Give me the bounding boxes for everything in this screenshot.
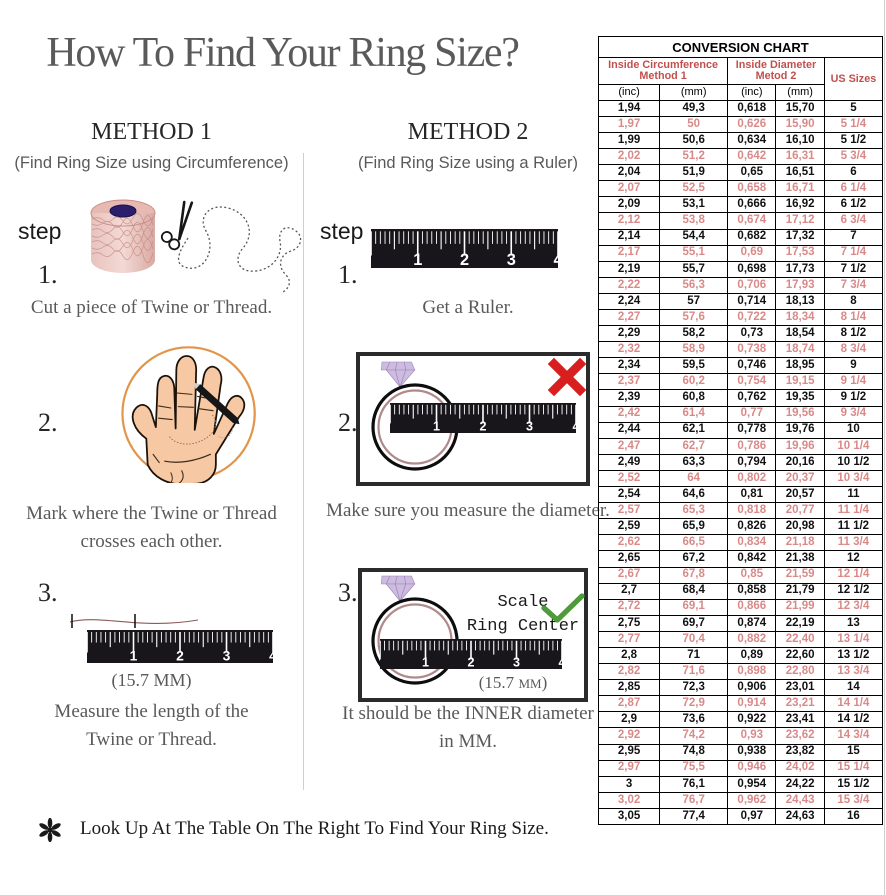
svg-text:2: 2: [176, 647, 184, 663]
svg-text:Ring Center: Ring Center: [467, 617, 579, 636]
svg-text:3: 3: [513, 656, 520, 669]
svg-text:4: 4: [269, 647, 273, 663]
svg-text:3: 3: [507, 251, 516, 268]
svg-text:1: 1: [130, 647, 138, 663]
svg-text:2: 2: [467, 656, 474, 669]
svg-text:3: 3: [223, 647, 231, 663]
svg-text:4: 4: [558, 656, 562, 669]
svg-text:Scale: Scale: [497, 593, 548, 612]
svg-text:3: 3: [526, 420, 533, 433]
svg-text:1: 1: [422, 656, 429, 669]
svg-text:4: 4: [572, 420, 576, 433]
svg-text:(15.7 MM): (15.7 MM): [479, 673, 547, 692]
svg-text:1: 1: [433, 420, 440, 433]
svg-text:1: 1: [413, 251, 422, 268]
svg-text:4: 4: [553, 251, 558, 268]
svg-text:2: 2: [460, 251, 469, 268]
svg-text:2: 2: [479, 420, 486, 433]
